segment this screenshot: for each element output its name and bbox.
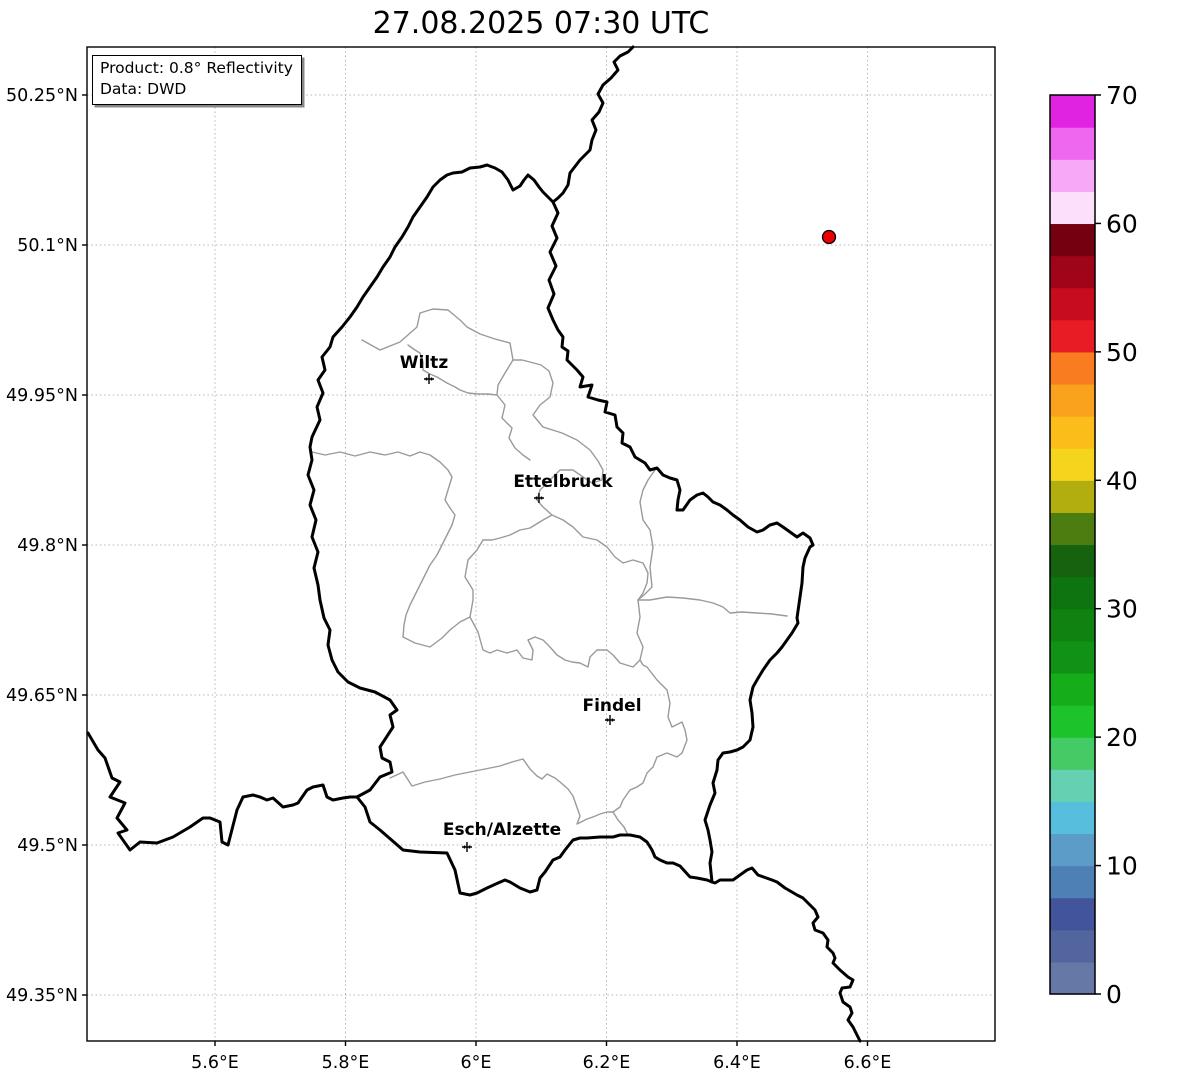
product-line: Product: 0.8° Reflectivity [100, 59, 293, 77]
product-info-box: Product: 0.8° Reflectivity Data: DWD [92, 55, 302, 105]
city-marker [605, 715, 615, 725]
luxembourg-border-path [306, 163, 815, 897]
plot-frame [86, 46, 996, 1042]
colorbar-frame [1049, 94, 1096, 995]
colorbar-segment [1050, 576, 1095, 610]
colorbar-tick-label: 30 [1106, 595, 1138, 624]
city-marker [424, 374, 434, 384]
colorbar-tick-label: 40 [1106, 466, 1138, 495]
colorbar-segment [1050, 833, 1095, 867]
colorbar-segment [1050, 383, 1095, 417]
y-tick-label: 49.35°N [6, 986, 78, 1006]
river-border-north-path [551, 45, 635, 204]
country-borders [86, 45, 862, 1043]
x-tick-label: 5.6°E [191, 1053, 239, 1073]
y-tick-label: 50.25°N [6, 86, 78, 106]
city-label: Ettelbruck [513, 472, 613, 492]
district-border-path [612, 811, 628, 834]
x-tick-label: 6.4°E [713, 1053, 761, 1073]
moselle-border-path [710, 866, 862, 1043]
y-tick-label: 49.95°N [6, 386, 78, 406]
colorbar-segment [1050, 191, 1095, 225]
colorbar-segment [1050, 319, 1095, 353]
district-borders [311, 308, 788, 834]
y-tick-label: 50.1°N [17, 236, 78, 256]
city-label: Findel [582, 696, 641, 716]
colorbar-segment [1050, 705, 1095, 738]
district-border-path [482, 514, 649, 601]
y-tick-label: 49.5°N [17, 836, 78, 856]
data-source-line: Data: DWD [100, 79, 187, 98]
colorbar-segment [1050, 737, 1095, 770]
axis-ticks-and-labels: 5.6°E 5.8°E 6°E 6.2°E 6.4°E 6.6°E 50.25°N 50.1°… [6, 86, 891, 1073]
district-border-path [637, 596, 788, 617]
district-border-path [407, 344, 498, 396]
colorbar-segment [1050, 961, 1095, 995]
colorbar-segment [1050, 223, 1095, 257]
district-border-path [361, 308, 511, 351]
colorbar-segment [1050, 351, 1095, 385]
colorbar-tick-label: 10 [1106, 852, 1138, 881]
colorbar-segment [1050, 159, 1095, 192]
colorbar-segment [1050, 255, 1095, 289]
colorbar-segment [1050, 801, 1095, 835]
map-borders [86, 45, 862, 1043]
district-border-path [496, 342, 531, 461]
colorbar-tick-label: 50 [1106, 338, 1138, 367]
district-border-path [469, 616, 641, 668]
colorbar-segment [1050, 672, 1095, 706]
city-marker [462, 842, 472, 852]
colorbar-segment [1050, 544, 1095, 578]
district-border-path [311, 451, 456, 638]
y-tick-label: 49.65°N [6, 686, 78, 706]
colorbar-tick-label: 20 [1106, 723, 1138, 752]
colorbar-segment [1050, 865, 1095, 899]
colorbar-segment [1050, 127, 1095, 160]
colorbar: 010203040506070dBZ [1049, 81, 1138, 1009]
city-label: Wiltz [400, 353, 449, 373]
x-tick-label: 6.6°E [844, 1053, 892, 1073]
colorbar-segment [1050, 608, 1095, 642]
colorbar-tick-label: 60 [1106, 209, 1138, 238]
figure-title: 27.08.2025 07:30 UTC [372, 6, 710, 41]
france-belgium-border-path [86, 731, 359, 852]
gridlines [87, 47, 995, 1041]
colorbar-segment [1050, 287, 1095, 321]
colorbar-segment [1050, 897, 1095, 931]
district-border-path [389, 758, 614, 825]
district-border-path [512, 359, 604, 516]
x-tick-label: 6.2°E [583, 1053, 631, 1073]
colorbar-tick-label: 70 [1106, 81, 1138, 110]
colorbar-segment [1050, 640, 1095, 674]
city-label: Esch/Alzette [443, 820, 561, 840]
colorbar-segment [1050, 929, 1095, 963]
radar-detection-dot [821, 229, 837, 245]
district-border-path [637, 469, 656, 601]
city-marker [534, 493, 544, 503]
map-annotations: Wiltz Ettelbruck Findel Esch/Alzette [400, 229, 837, 852]
x-tick-label: 6°E [461, 1053, 492, 1073]
district-border-path [612, 599, 688, 813]
colorbar-segment [1050, 769, 1095, 802]
colorbar-segment [1050, 448, 1095, 481]
colorbar-segment [1050, 416, 1095, 449]
colorbar-segment [1050, 512, 1095, 546]
colorbar-segment [1050, 480, 1095, 513]
y-tick-label: 49.8°N [17, 536, 78, 556]
colorbar-tick-label: 0 [1106, 980, 1122, 1009]
colorbar-segment [1050, 95, 1095, 128]
x-tick-label: 5.8°E [322, 1053, 370, 1073]
